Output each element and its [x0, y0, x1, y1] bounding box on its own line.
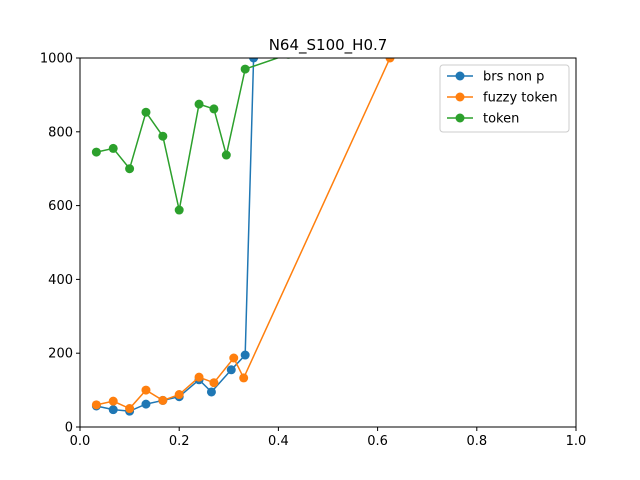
data-point: [108, 143, 118, 153]
y-tick-label: 1000: [40, 52, 73, 67]
x-tick-label: 0.4: [268, 434, 289, 449]
legend: brs non p fuzzy token token: [439, 64, 570, 133]
legend-marker: [455, 92, 465, 102]
data-point: [174, 390, 184, 400]
x-tick-label: 0.6: [367, 434, 388, 449]
series-layer: [91, 58, 395, 416]
series-line-2: [96, 58, 280, 211]
data-point: [125, 164, 135, 174]
legend-label: fuzzy token: [483, 91, 558, 106]
legend-marker: [455, 71, 465, 81]
x-tick-label: 0.8: [466, 434, 487, 449]
y-tick-label: 0: [65, 421, 73, 436]
data-point: [194, 372, 204, 382]
data-point: [91, 147, 101, 157]
y-tick-label: 400: [48, 273, 73, 288]
data-point: [221, 150, 231, 160]
y-axis-ticks: 0 200 400 600 800 1000: [40, 52, 80, 436]
data-point: [385, 58, 395, 63]
data-point: [174, 205, 184, 215]
data-point: [249, 58, 259, 63]
data-point: [239, 373, 249, 383]
data-point: [108, 405, 118, 415]
legend-box: [439, 64, 570, 133]
legend-label: token: [483, 112, 519, 127]
data-point: [209, 378, 219, 388]
x-tick-label: 1.0: [566, 434, 587, 449]
data-point: [141, 107, 151, 117]
data-point: [141, 399, 151, 409]
data-point: [240, 350, 250, 360]
data-point: [108, 396, 118, 406]
data-point: [125, 404, 135, 414]
x-tick-label: 0.0: [70, 434, 91, 449]
data-point: [158, 395, 168, 405]
data-point: [194, 99, 204, 109]
data-point: [91, 400, 101, 410]
data-point: [158, 131, 168, 141]
x-tick-label: 0.2: [169, 434, 190, 449]
legend-marker: [455, 113, 465, 123]
data-point: [209, 104, 219, 114]
data-point: [229, 353, 239, 363]
data-point: [240, 64, 250, 74]
y-tick-label: 600: [48, 199, 73, 214]
y-tick-label: 200: [48, 347, 73, 362]
legend-label: brs non p: [483, 70, 544, 85]
chart-title: N64_S100_H0.7: [269, 36, 388, 55]
data-point: [206, 387, 216, 397]
data-point: [226, 365, 236, 375]
y-tick-label: 800: [48, 125, 73, 140]
plot-area-frame: [79, 57, 577, 428]
x-axis-ticks: 0.0 0.2 0.4 0.6 0.8 1.0: [70, 427, 587, 449]
data-point: [141, 385, 151, 395]
